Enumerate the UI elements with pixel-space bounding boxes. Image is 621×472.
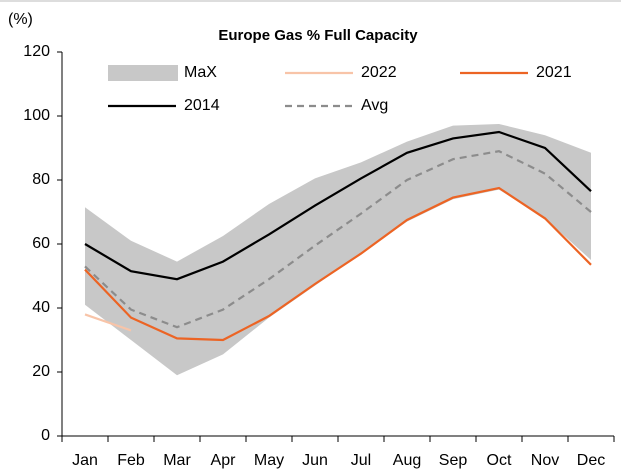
series-line [84,150,592,329]
x-tick-label: Jul [351,452,371,469]
y-tick-label: 120 [23,43,50,60]
x-tick-label: Sep [439,452,468,469]
series-line [84,313,132,332]
x-tick-label: May [254,452,284,469]
x-tick-label: Aug [393,452,421,469]
y-tick-label: 20 [32,363,50,380]
legend-label: Avg [361,97,388,114]
y-tick-label: 0 [41,427,50,444]
legend-label: MaX [184,64,217,81]
y-tick-label: 80 [32,171,50,188]
x-tick-label: Jun [302,452,328,469]
x-tick-label: Jan [72,452,98,469]
x-tick-label: Oct [487,452,512,469]
range-band [85,124,591,376]
legend-label: 2014 [184,97,220,114]
x-tick-label: Mar [163,452,191,469]
y-tick-label: 100 [23,107,50,124]
y-axis-label: (%) [8,11,33,28]
y-tick-label: 40 [32,299,50,316]
series-line [84,130,592,281]
x-tick-label: Dec [577,452,605,469]
chart-title: Europe Gas % Full Capacity [218,27,418,44]
series-line [84,186,592,342]
x-tick-label: Feb [117,452,145,469]
y-tick-label: 60 [32,235,50,252]
x-tick-label: Nov [531,452,559,469]
legend-label: 2022 [361,64,397,81]
legend-swatch [108,65,178,81]
x-tick-label: Apr [211,452,237,469]
legend-label: 2021 [536,64,572,81]
